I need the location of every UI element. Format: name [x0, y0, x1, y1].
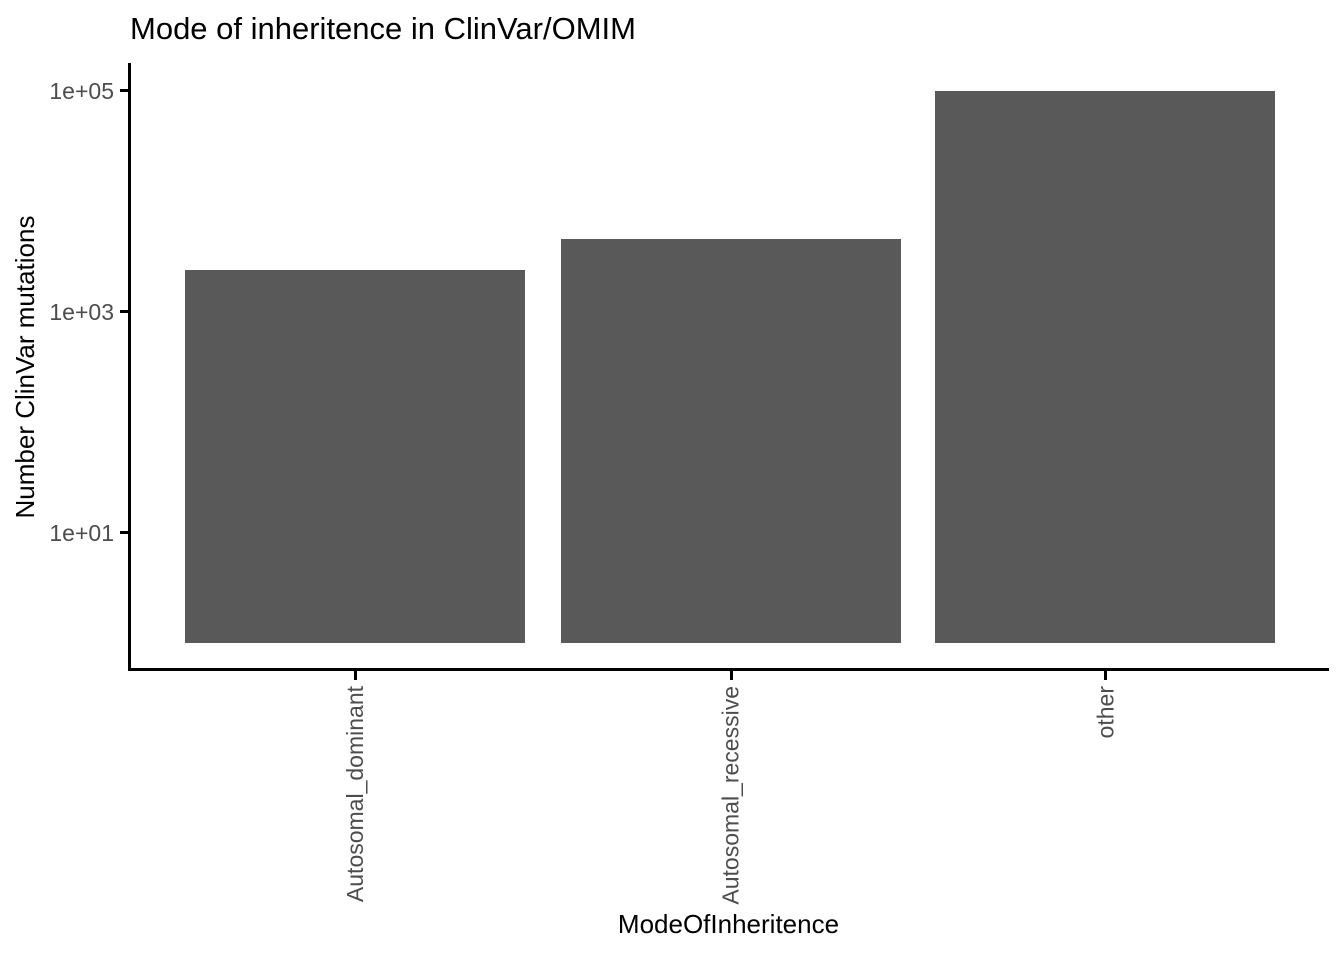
y-axis-line [128, 63, 131, 671]
x-tick-mark [353, 671, 357, 680]
y-tick-label: 1e+03 [49, 298, 114, 325]
bar [561, 239, 901, 643]
y-tick-mark [120, 89, 128, 92]
y-tick-mark [120, 531, 128, 534]
x-tick-mark [1103, 671, 1107, 680]
x-tick-label: other [1092, 686, 1118, 739]
x-axis-line [128, 668, 1329, 671]
y-tick-mark [120, 310, 128, 313]
y-tick-label: 1e+01 [49, 519, 114, 546]
bar [935, 90, 1275, 643]
y-axis-title: Number ClinVar mutations [10, 215, 40, 519]
chart-title: Mode of inheritence in ClinVar/OMIM [130, 11, 636, 46]
x-tick-label: Autosomal_dominant [342, 686, 368, 903]
x-axis-title: ModeOfInheritence [617, 909, 840, 939]
x-tick-label: Autosomal_recessive [718, 686, 744, 905]
y-tick-label: 1e+05 [49, 77, 114, 104]
bar [185, 270, 525, 643]
x-tick-mark [729, 671, 733, 680]
